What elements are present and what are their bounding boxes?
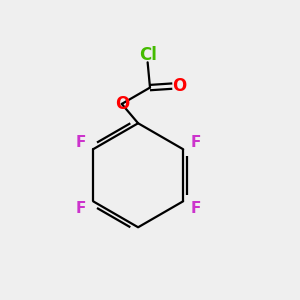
Text: F: F: [190, 201, 201, 216]
Text: Cl: Cl: [139, 46, 157, 64]
Text: F: F: [190, 135, 201, 150]
Text: F: F: [76, 201, 86, 216]
Text: F: F: [76, 135, 86, 150]
Text: O: O: [172, 77, 187, 95]
Text: O: O: [115, 95, 129, 113]
